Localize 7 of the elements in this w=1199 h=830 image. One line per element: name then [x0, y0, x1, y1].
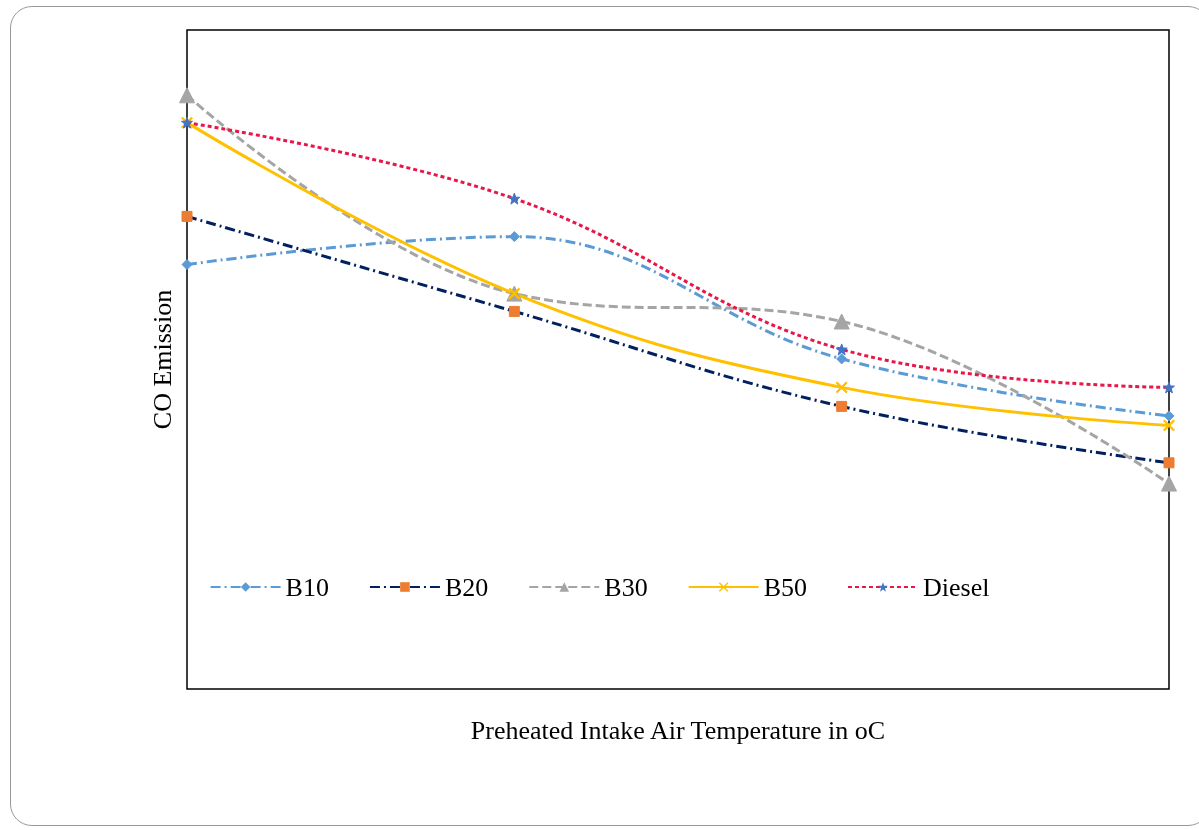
legend-label: Diesel	[922, 572, 990, 602]
legend-label: B10	[285, 572, 329, 602]
legend-label: B30	[604, 572, 648, 602]
legend-label: B50	[763, 572, 807, 602]
x-axis-title: Preheated Intake Air Temperature in oC	[470, 715, 886, 745]
y-axis-title: CO Emission	[147, 289, 177, 430]
legend-label: B20	[444, 572, 489, 602]
